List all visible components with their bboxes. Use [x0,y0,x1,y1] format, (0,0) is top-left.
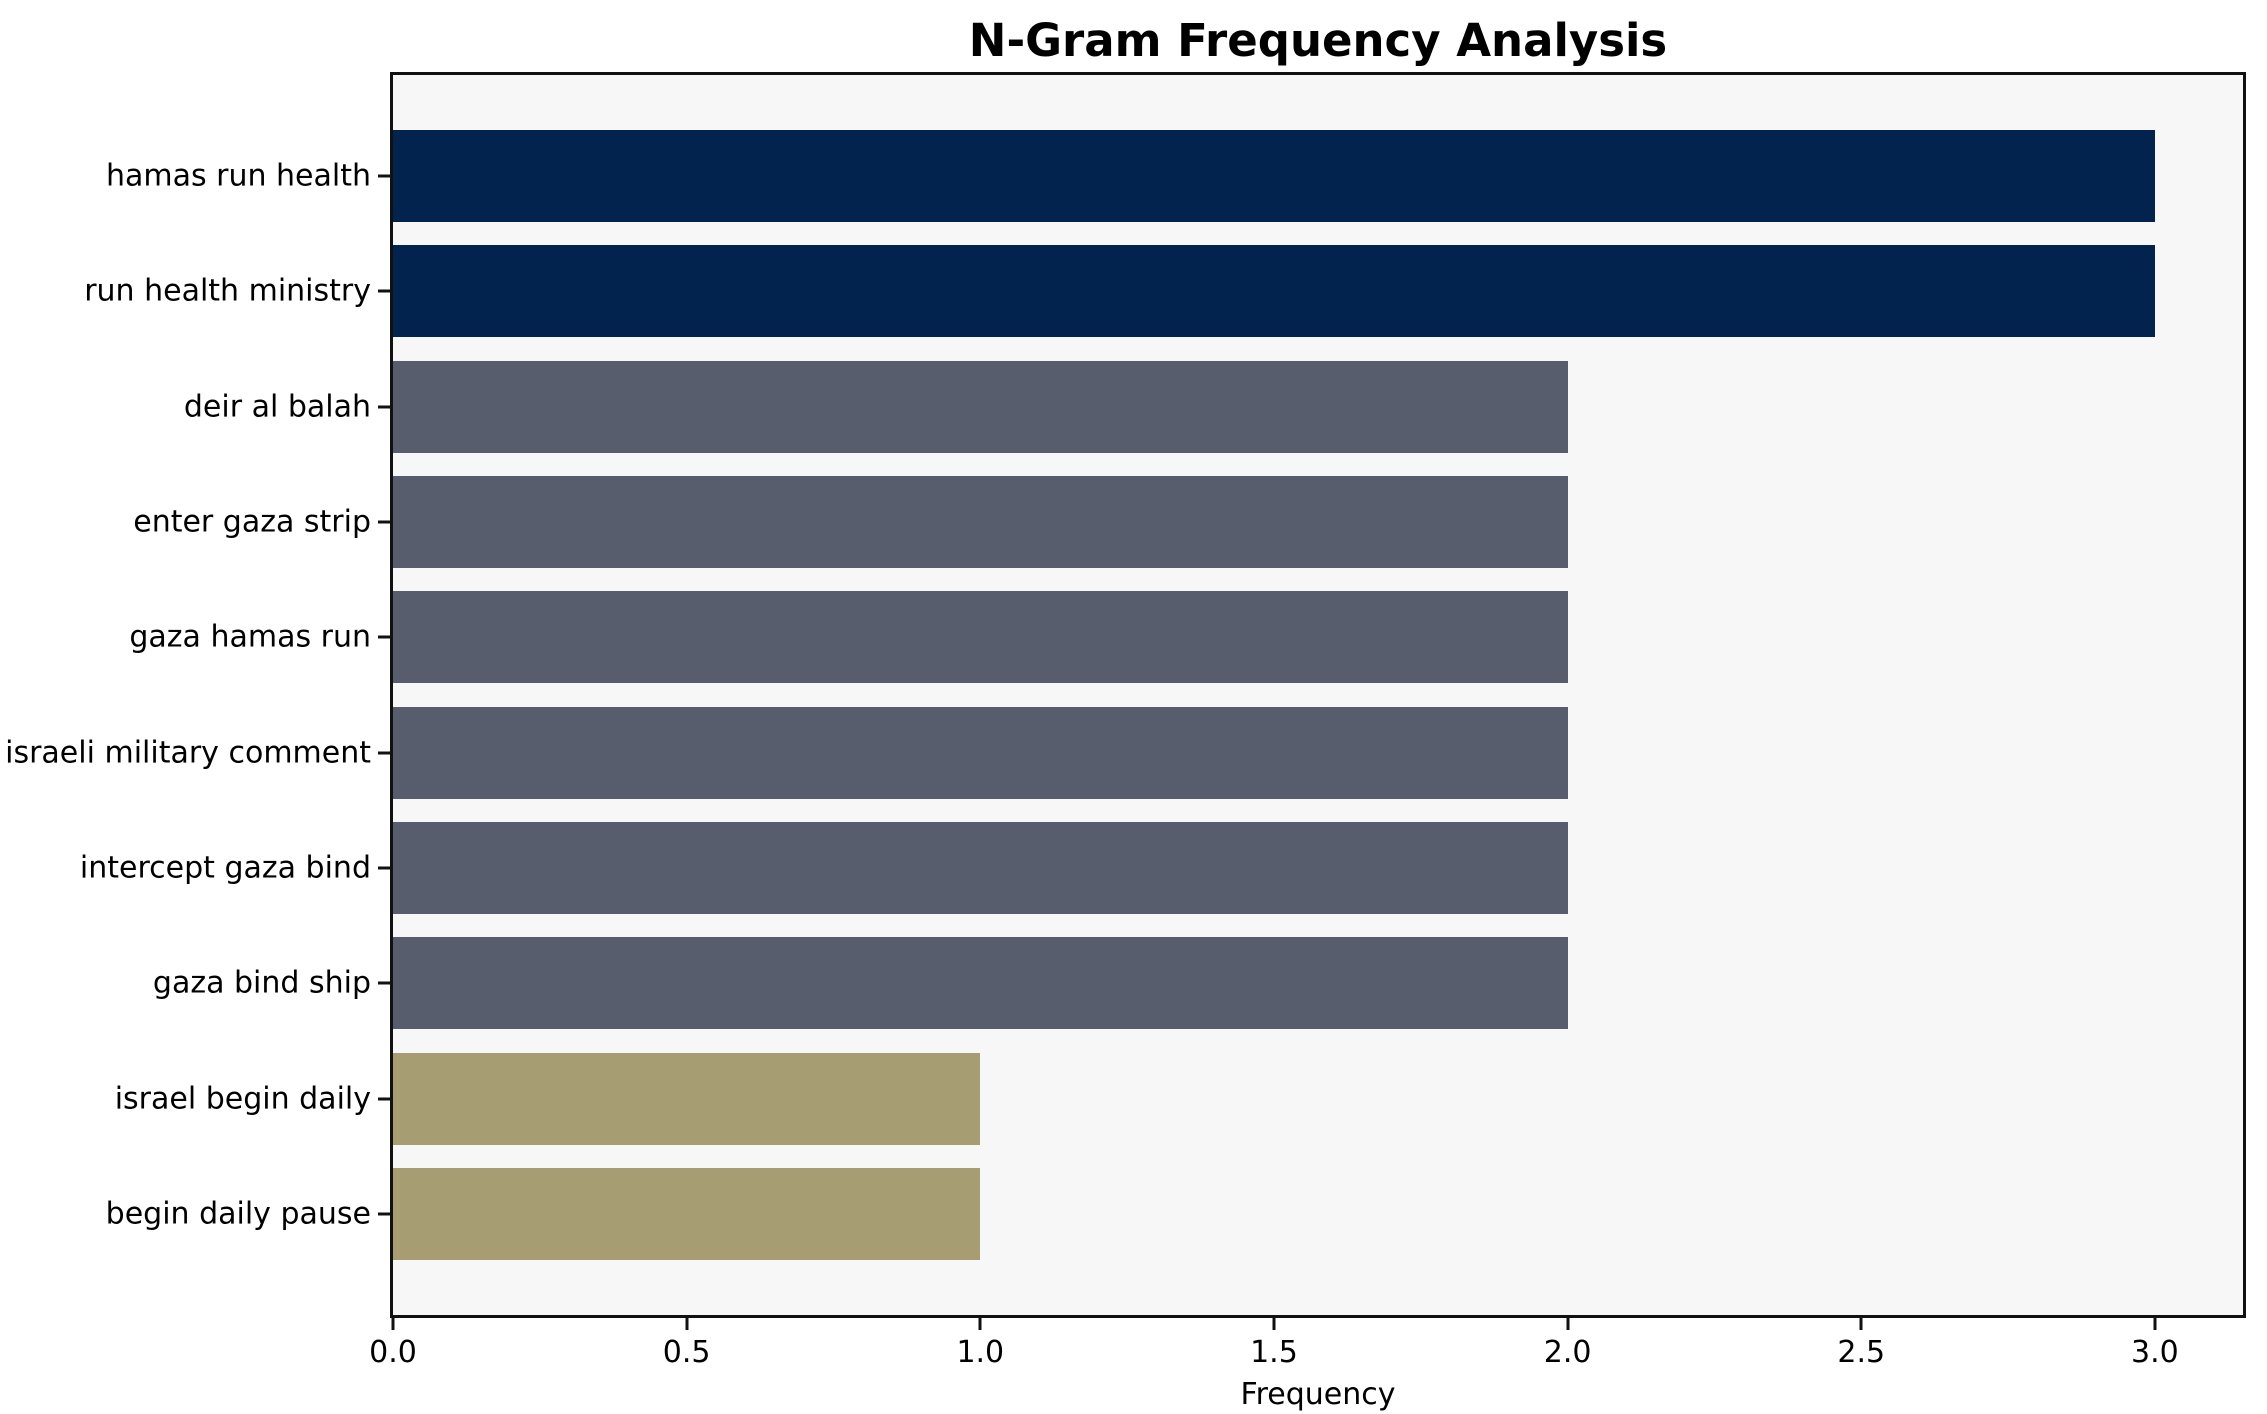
y-tick-mark [378,289,390,293]
y-tick-mark [378,981,390,985]
bars-container: hamas run health run health ministry deir … [5,75,2243,1315]
bar [393,360,1568,453]
bar-row: israeli military comment [5,706,2243,799]
x-tick-label: 0.5 [662,1335,711,1370]
chart-title: N-Gram Frequency Analysis [968,14,1668,67]
y-tick-label: deir al balah [183,389,371,425]
x-tick-label: 3.0 [2131,1335,2179,1370]
bar [393,1167,981,1260]
y-tick-mark [378,405,390,409]
x-tick-mark [1272,1318,1276,1330]
y-tick-label: hamas run health [105,158,371,194]
x-tick-mark [685,1318,689,1330]
y-tick-mark [378,866,390,870]
y-tick-mark [378,635,390,639]
y-tick-mark [378,751,390,755]
x-tick-label: 1.5 [1250,1335,1298,1370]
y-tick-mark [378,174,390,178]
x-tick-mark [1859,1318,1863,1330]
bar-row: gaza hamas run [129,591,2243,684]
y-tick-label: run health ministry [84,273,371,309]
bar-row: hamas run health [106,130,2243,222]
y-tick-label: intercept gaza bind [79,850,371,886]
y-tick-label: begin daily pause [105,1196,371,1232]
bar-row: begin daily pause [106,1167,2243,1260]
y-tick-label: enter gaza strip [133,504,371,540]
bar [393,591,1568,684]
x-tick-label: 2.5 [1837,1335,1886,1370]
y-tick-label: gaza hamas run [129,619,371,655]
y-tick-mark [378,520,390,524]
y-tick-label: israel begin daily [114,1081,371,1117]
bar-row: gaza bind ship [153,937,2243,1030]
bar [393,821,1568,914]
plot-area: hamas run health run health ministry deir … [5,72,2246,1412]
x-tick-mark [391,1318,395,1330]
x-tick-mark [978,1318,982,1330]
y-tick-mark [378,1212,390,1216]
x-tick-label: 0.0 [369,1335,417,1370]
y-tick-mark [378,1097,390,1101]
bar [393,130,2155,222]
x-axis-label: Frequency [1240,1377,1396,1412]
x-tick-label: 2.0 [1543,1335,1592,1370]
bar-row: intercept gaza bind [80,821,2243,914]
bar [393,245,2155,338]
bar-row: run health ministry [84,245,2243,338]
y-tick-label: gaza bind ship [152,965,371,1001]
bar [393,706,1568,799]
bar-row: deir al balah [184,360,2243,453]
bar [393,475,1568,568]
x-tick-mark [1566,1318,1570,1330]
bar [393,1052,981,1145]
bar-row: israel begin daily [115,1052,2243,1145]
x-tick-mark [2153,1318,2157,1330]
y-tick-label: israeli military comment [5,735,371,771]
bar [393,937,1568,1030]
bar-row: enter gaza strip [133,475,2243,568]
x-tick-label: 1.0 [956,1335,1005,1370]
